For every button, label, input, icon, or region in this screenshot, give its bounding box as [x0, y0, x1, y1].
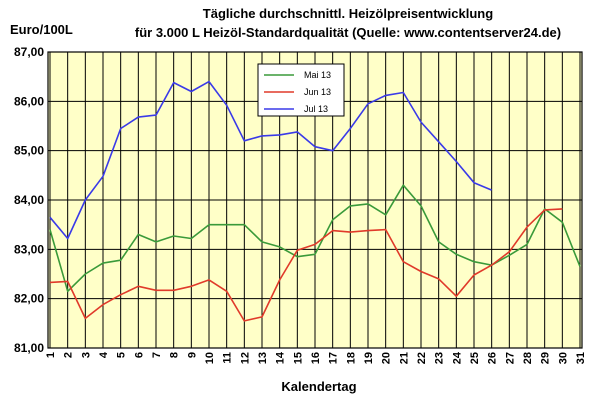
x-tick-label: 30 [557, 352, 569, 364]
x-tick-label: 17 [328, 352, 340, 364]
x-tick-label: 9 [186, 352, 198, 358]
y-tick-label: 85,00 [14, 144, 44, 158]
legend-label: Mai 13 [304, 70, 331, 80]
x-tick-label: 24 [451, 351, 463, 364]
x-tick-label: 10 [204, 352, 216, 364]
x-tick-label: 19 [363, 352, 375, 364]
legend-label: Jun 13 [304, 87, 331, 97]
x-tick-label: 31 [575, 352, 587, 364]
x-tick-label: 6 [133, 352, 145, 358]
legend-box [257, 63, 345, 117]
x-tick-label: 8 [169, 352, 181, 358]
x-tick-label: 2 [63, 352, 75, 358]
x-tick-label: 18 [345, 352, 357, 364]
series-line [49, 208, 563, 322]
x-tick-label: 28 [522, 352, 534, 364]
x-tick-label: 11 [222, 352, 234, 364]
x-tick-label: 3 [80, 352, 92, 358]
x-tick-label: 27 [504, 352, 516, 364]
x-axis-label: Kalendertag [281, 379, 357, 394]
y-tick-label: 84,00 [14, 193, 44, 207]
x-tick-label: 29 [540, 352, 552, 364]
x-tick-label: 7 [151, 352, 163, 358]
x-tick-label: 14 [275, 351, 287, 364]
y-tick-label: 87,00 [14, 45, 44, 59]
x-tick-label: 1 [45, 352, 57, 358]
x-tick-label: 12 [239, 352, 251, 364]
x-tick-label: 20 [381, 352, 393, 364]
x-tick-label: 13 [257, 352, 269, 364]
chart-subtitle: für 3.000 L Heizöl-Standardqualität (Que… [134, 25, 562, 40]
x-tick-label: 22 [416, 352, 428, 364]
y-tick-label: 82,00 [14, 292, 44, 306]
x-tick-label: 5 [116, 352, 128, 358]
chart-title: Tägliche durchschnittl. Heizölpreisentwi… [202, 6, 494, 21]
y-tick-label: 83,00 [14, 242, 44, 256]
x-tick-label: 21 [398, 352, 410, 364]
x-tick-label: 15 [292, 352, 304, 364]
series-line [49, 80, 493, 240]
x-tick-label: 16 [310, 352, 322, 364]
y-tick-label: 81,00 [14, 341, 44, 355]
x-tick-label: 26 [487, 352, 499, 364]
legend-label: Jul 13 [304, 104, 328, 114]
y-tick-label: 86,00 [14, 94, 44, 108]
y-axis-label: Euro/100L [10, 22, 73, 37]
x-tick-label: 4 [98, 351, 110, 358]
plot-border [47, 51, 583, 349]
x-tick-label: 25 [469, 352, 481, 364]
x-tick-label: 23 [434, 352, 446, 364]
